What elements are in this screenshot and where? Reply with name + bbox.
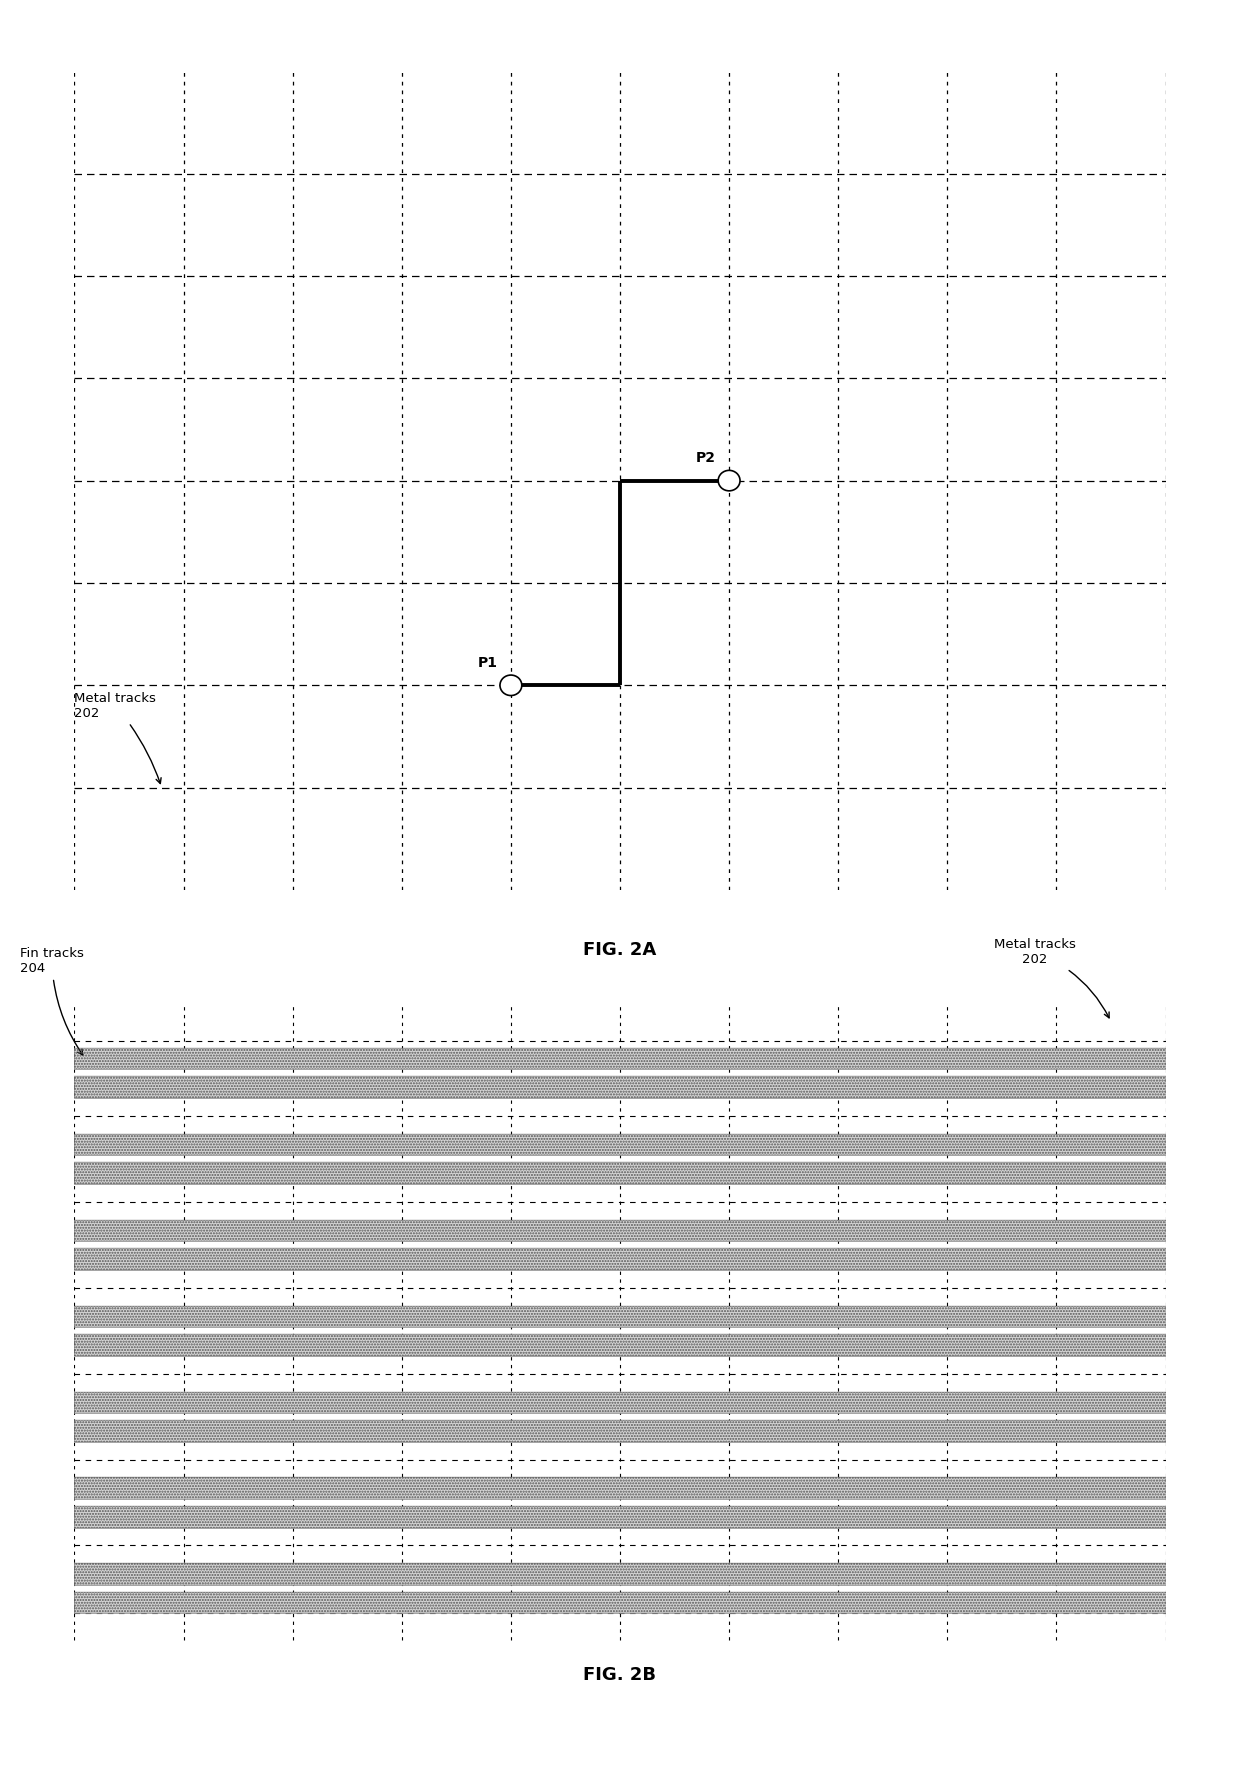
Bar (74, 1591, 1166, 1613)
Text: Fin tracks
204: Fin tracks 204 (20, 947, 84, 1056)
Bar (74, 1477, 1166, 1499)
Bar (74, 1048, 1166, 1070)
Bar (74, 1248, 1166, 1269)
Bar (74, 1219, 1166, 1241)
Text: FIG. 2B: FIG. 2B (584, 1666, 656, 1684)
Bar (74, 1077, 1166, 1098)
Bar (74, 1048, 1166, 1070)
Bar (74, 1563, 1166, 1584)
Bar (74, 1392, 1166, 1413)
Bar (74, 1219, 1166, 1241)
Text: FIG. 2A: FIG. 2A (583, 942, 657, 959)
Bar (74, 1392, 1166, 1413)
Text: Metal tracks
202: Metal tracks 202 (74, 692, 161, 783)
Bar (74, 1162, 1166, 1184)
Circle shape (718, 470, 740, 491)
Bar (74, 1134, 1166, 1155)
Bar (74, 1420, 1166, 1442)
Bar (74, 1477, 1166, 1499)
Bar (74, 1305, 1166, 1328)
Bar (74, 1077, 1166, 1098)
Text: P1: P1 (477, 657, 497, 669)
Circle shape (500, 675, 522, 696)
Bar (74, 1162, 1166, 1184)
Text: Metal tracks
202: Metal tracks 202 (993, 938, 1109, 1018)
Bar (74, 1591, 1166, 1613)
Bar (74, 1134, 1166, 1155)
Bar (74, 1563, 1166, 1584)
Bar (74, 1506, 1166, 1527)
Bar (74, 1248, 1166, 1269)
Bar (74, 1335, 1166, 1356)
Bar (74, 1420, 1166, 1442)
Text: P2: P2 (696, 452, 715, 465)
Bar (74, 1305, 1166, 1328)
Bar (74, 1335, 1166, 1356)
Bar (74, 1506, 1166, 1527)
